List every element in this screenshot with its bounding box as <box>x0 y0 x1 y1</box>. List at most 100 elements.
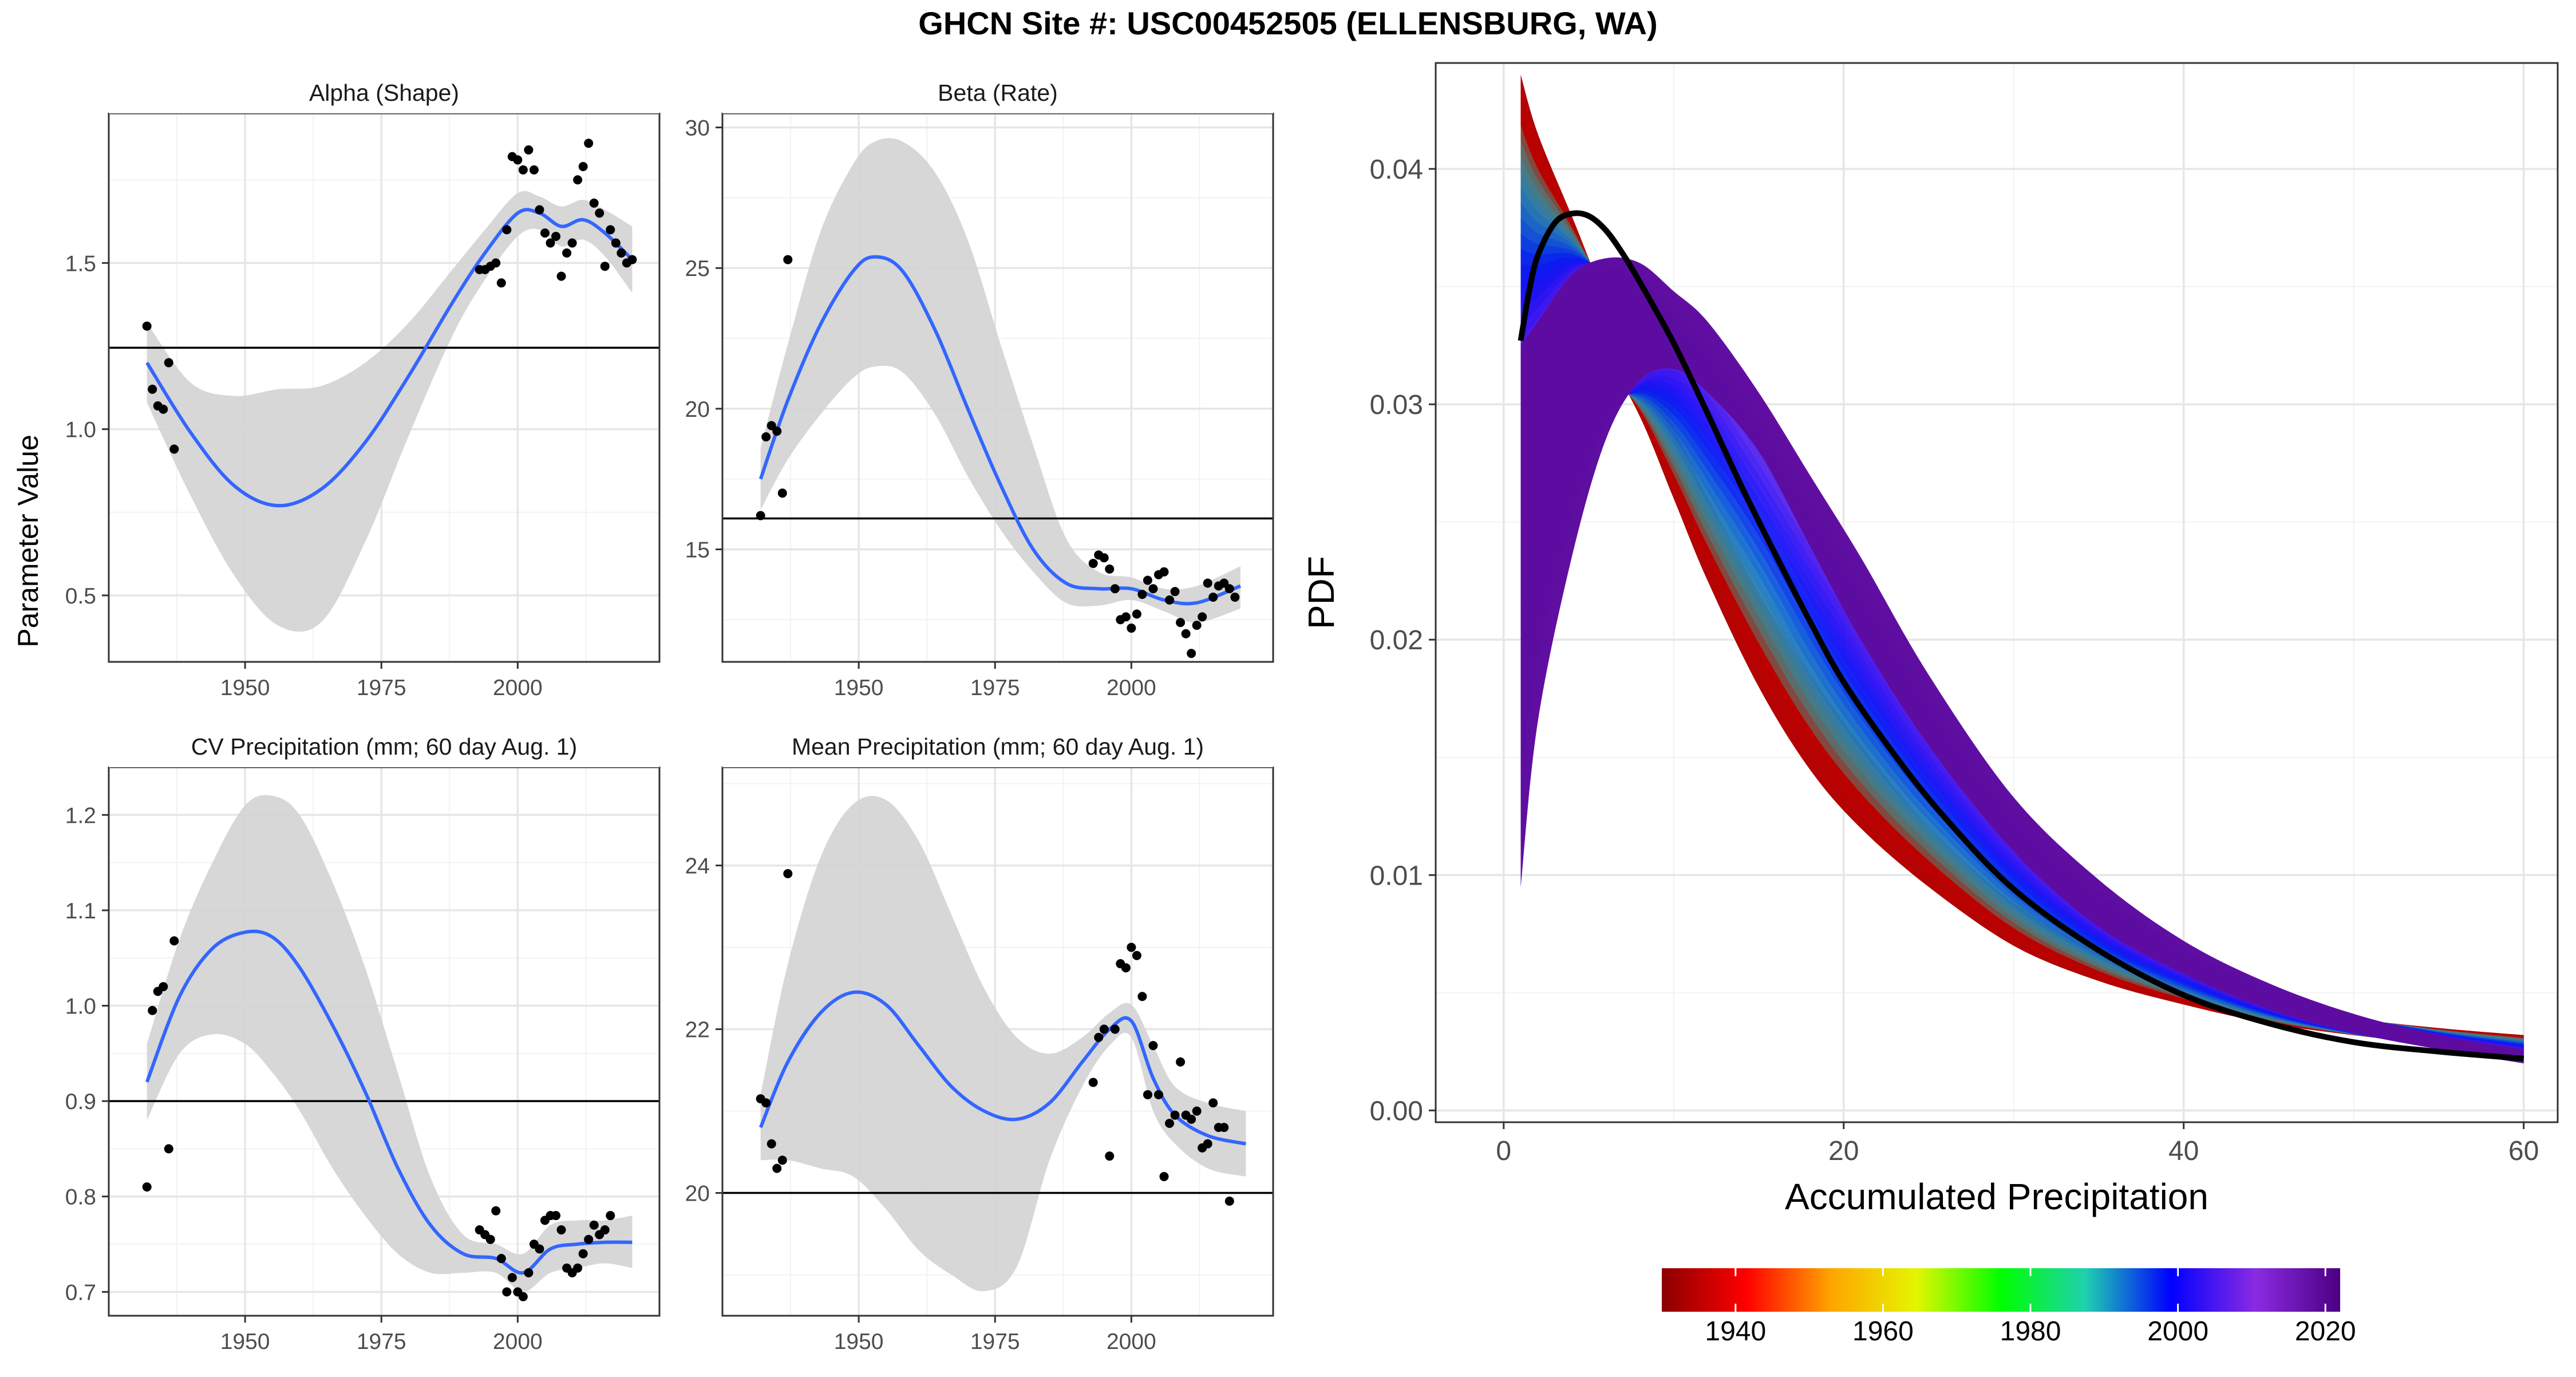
colorbar-tick-label: 1980 <box>2000 1316 2061 1347</box>
data-point <box>1198 612 1207 622</box>
strip-background <box>722 723 1273 767</box>
data-point <box>1143 575 1152 585</box>
x-tick-label: 1975 <box>970 1329 1020 1354</box>
y-tick-label: 22 <box>685 1018 710 1043</box>
data-point <box>783 869 793 878</box>
x-axis: 1950 1975 2000 <box>834 662 1156 700</box>
data-point <box>1219 578 1229 588</box>
pdf-year-band <box>1520 74 2524 1052</box>
data-point <box>1121 612 1131 622</box>
data-point <box>1165 1118 1175 1128</box>
data-point <box>1137 590 1147 599</box>
data-point <box>1143 1090 1152 1099</box>
data-point <box>1127 624 1136 633</box>
x-tick-label: 20 <box>1828 1136 1859 1166</box>
data-point <box>1088 1078 1098 1087</box>
data-point <box>507 1273 517 1283</box>
pdf-year-band <box>1520 78 2524 1052</box>
pdf-year-band <box>1520 94 2524 1053</box>
pdf-year-band <box>1520 257 2524 1064</box>
colorbar-tick-label: 1940 <box>1705 1316 1766 1347</box>
data-point <box>1127 942 1136 952</box>
data-point <box>617 248 626 258</box>
data-point <box>1105 564 1115 574</box>
pdf-year-band <box>1520 248 2524 1059</box>
smooth-trend-line <box>145 929 633 1275</box>
y-tick-label: 0.5 <box>65 584 96 609</box>
y-tick-label: 0.7 <box>65 1280 96 1305</box>
panel-1: Beta (Rate) 1950 1975 2000 15 20 25 30 <box>685 69 1274 700</box>
data-point <box>496 1254 506 1264</box>
data-point <box>1099 553 1109 563</box>
data-point <box>573 1263 583 1273</box>
data-point <box>502 1287 512 1297</box>
y-tick-label: 1.2 <box>65 803 96 828</box>
data-point <box>556 271 566 281</box>
data-point <box>783 255 793 265</box>
data-point <box>556 1225 566 1235</box>
y-tick-label: 25 <box>685 257 710 281</box>
pdf-year-band <box>1520 257 2524 1064</box>
data-point <box>159 404 168 414</box>
x-tick-label: 2000 <box>493 676 543 700</box>
data-point <box>1165 595 1175 605</box>
x-axis: 1950 1975 2000 <box>220 662 543 700</box>
colorbar-tick-label: 2000 <box>2147 1316 2208 1347</box>
data-point <box>1170 587 1180 597</box>
pdf-year-band <box>1520 257 2524 1064</box>
data-point <box>535 1244 544 1254</box>
data-point <box>1121 963 1131 973</box>
data-point <box>164 1144 173 1154</box>
data-point <box>611 238 621 248</box>
data-point <box>606 225 615 235</box>
data-point <box>1099 1024 1109 1034</box>
data-point <box>1110 584 1120 594</box>
colorbar-tick-label: 2020 <box>2295 1316 2356 1347</box>
panel-background <box>1436 63 2558 1122</box>
x-tick-label: 1975 <box>970 676 1020 700</box>
smooth-trend-line <box>145 208 634 508</box>
pdf-year-band <box>1520 257 2524 1064</box>
data-point <box>496 278 506 288</box>
data-point <box>1203 578 1212 588</box>
data-point <box>164 358 173 368</box>
data-point <box>600 1225 610 1235</box>
panel-0: Alpha (Shape) 1950 1975 2000 0.5 1.0 1.5 <box>65 69 661 700</box>
current-pdf-curve <box>1518 210 2524 1062</box>
y-tick-label: 0.03 <box>1370 390 1423 420</box>
data-point <box>1110 1024 1120 1034</box>
confidence-ribbon <box>760 796 1246 1292</box>
data-point <box>1192 1106 1202 1116</box>
data-point <box>627 255 637 265</box>
pdf-year-band <box>1520 218 2524 1058</box>
data-point <box>1219 1123 1229 1133</box>
data-point <box>1187 1114 1196 1124</box>
pdf-year-band <box>1520 258 2524 1063</box>
panel-title: CV Precipitation (mm; 60 day Aug. 1) <box>191 733 578 760</box>
gridlines <box>1436 63 2558 1122</box>
pdf-year-band <box>1520 74 2524 1052</box>
data-point <box>578 161 588 171</box>
pdf-year-band <box>1520 257 2524 1064</box>
y-axis: 15 20 25 30 <box>685 116 722 562</box>
data-point <box>589 1220 599 1230</box>
y-tick-label: 20 <box>685 1182 710 1206</box>
pdf-year-band <box>1520 257 2524 1060</box>
data-points <box>142 936 615 1301</box>
data-point <box>573 175 583 185</box>
data-point <box>589 198 599 208</box>
x-tick-label: 1950 <box>834 676 884 700</box>
strip-background <box>109 723 659 767</box>
data-point <box>1230 593 1240 602</box>
pdf-year-band <box>1520 74 2524 1052</box>
strip-background <box>109 69 659 113</box>
panel-title: Mean Precipitation (mm; 60 day Aug. 1) <box>792 733 1204 760</box>
data-point <box>1176 1057 1186 1067</box>
data-point <box>169 444 179 454</box>
x-tick-label: 2000 <box>493 1329 543 1354</box>
panel-border <box>1435 62 2559 1123</box>
y-tick-label: 20 <box>685 397 710 422</box>
data-point <box>606 1211 615 1221</box>
data-point <box>1105 1151 1115 1161</box>
